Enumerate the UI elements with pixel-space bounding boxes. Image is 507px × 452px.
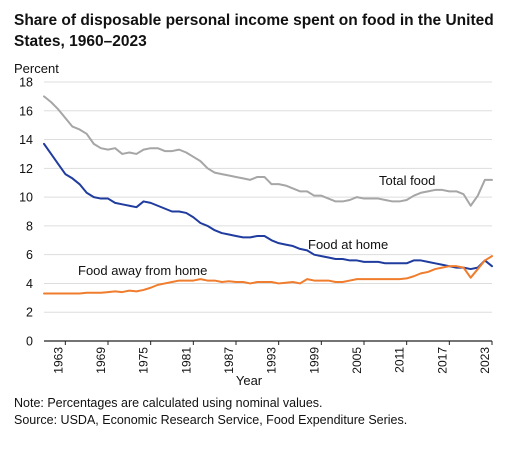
x-tick-labels: 1963 1969 1975 1981 1987 1993 1999 2005 2011 2017…: [51, 341, 493, 374]
label-food-away-from-home: Food away from home: [78, 263, 207, 278]
x-tick-label: 1999: [307, 347, 321, 374]
chart-note: Note: Percentages are calculated using n…: [14, 396, 323, 410]
x-tick-label: 2011: [393, 347, 407, 373]
x-tick-label: 1993: [265, 347, 279, 374]
total-food-line: [43, 95, 493, 207]
x-tick-label: 2005: [350, 347, 364, 374]
y-axis-label: Percent: [14, 61, 59, 76]
x-tick-label: 1987: [222, 347, 236, 374]
y-tick-label: 4: [26, 277, 33, 291]
x-tick-label: 1981: [179, 347, 193, 374]
label-total-food: Total food: [379, 173, 435, 188]
y-tick-label: 8: [26, 219, 33, 233]
food-at-home-line: [43, 142, 493, 271]
y-tick-label: 16: [19, 104, 33, 118]
food-away-from-home-line: [43, 255, 493, 295]
chart-source: Source: USDA, Economic Research Service,…: [14, 413, 408, 427]
y-tick-label: 12: [19, 162, 33, 176]
y-tick-label: 6: [26, 248, 33, 262]
x-tick-label: 2023: [478, 347, 492, 374]
y-tick-label: 0: [26, 335, 33, 349]
y-tick-label: 18: [19, 76, 33, 90]
x-tick-label: 1963: [51, 347, 65, 374]
series-lines: [43, 95, 493, 295]
x-tick-label: 1969: [94, 347, 108, 374]
y-tick-labels: 0 2 4 6 8 10 12 14 16 18: [19, 76, 33, 349]
y-tick-label: 10: [19, 191, 33, 205]
grid-lines: [44, 81, 492, 342]
chart-title: Share of disposable personal income spen…: [14, 12, 494, 50]
x-tick-label: 1975: [137, 347, 151, 374]
x-tick-label: 2017: [435, 347, 449, 374]
y-tick-label: 2: [26, 306, 33, 320]
y-tick-label: 14: [19, 133, 33, 147]
x-axis-label: Year: [236, 373, 263, 388]
label-food-at-home: Food at home: [308, 237, 388, 252]
